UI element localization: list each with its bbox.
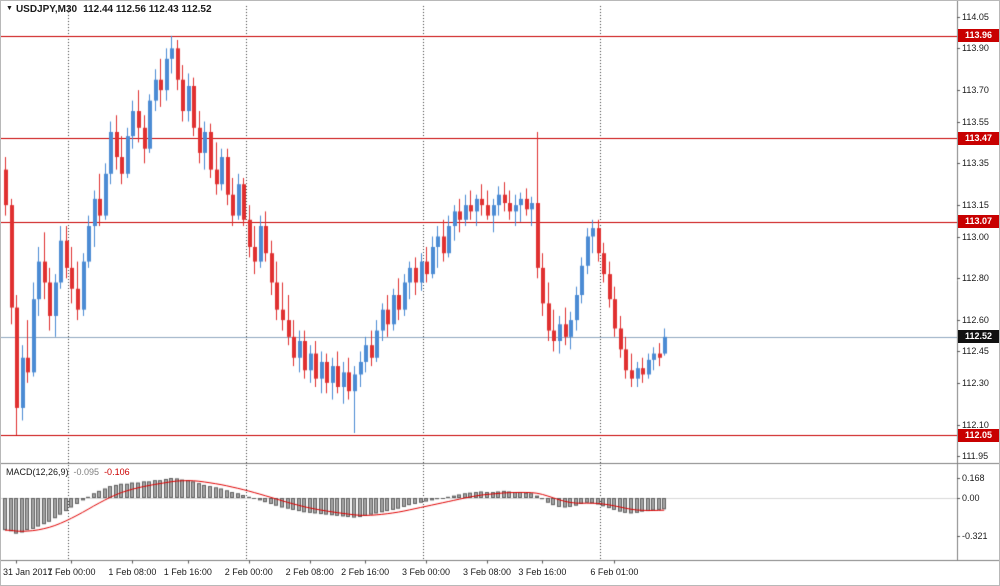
macd-axis-label: 0.168 (962, 473, 985, 483)
symbol-marker-icon: ▼ (6, 5, 13, 12)
price-axis-label: 112.30 (962, 377, 989, 388)
hline-price-flag[interactable]: 113.47 (958, 131, 999, 145)
time-axis-label: 2 Feb 00:00 (224, 567, 273, 577)
macd-name: MACD(12,26,9) (6, 467, 69, 477)
macd-indicator-label: MACD(12,26,9) -0.095 -0.106 (6, 467, 130, 477)
macd-axis-label: -0.321 (962, 531, 988, 542)
price-axis-label: 113.90 (962, 43, 989, 54)
current-price-flag: 112.52 (958, 330, 999, 344)
time-axis-label: 1 Feb 00:00 (47, 567, 96, 577)
hline-price-flag[interactable]: 113.96 (958, 29, 999, 43)
time-axis-label: 1 Feb 16:00 (163, 567, 212, 577)
time-axis-label: 2 Feb 08:00 (285, 567, 334, 577)
time-axis-label: 3 Feb 16:00 (518, 567, 567, 577)
macd-main-value: -0.095 (73, 467, 100, 477)
price-axis-label: 112.80 (962, 273, 989, 284)
price-axis-label: 113.00 (962, 231, 989, 242)
price-axis-label: 113.15 (962, 200, 989, 211)
time-axis-label: 2 Feb 16:00 (341, 567, 390, 577)
price-axis-label: 113.70 (962, 85, 989, 96)
price-axis-label: 112.60 (962, 315, 989, 326)
time-axis-label: 3 Feb 08:00 (462, 567, 511, 577)
time-axis-label: 3 Feb 00:00 (402, 567, 451, 577)
hline-price-flag[interactable]: 112.05 (958, 428, 999, 442)
hline-price-flag[interactable]: 113.07 (958, 215, 999, 229)
price-axis-label: 113.35 (962, 158, 989, 169)
price-axis-label: 113.55 (962, 116, 989, 127)
symbol-period-label: USDJPY,M30 (15, 4, 78, 15)
price-axis-label: 111.95 (962, 451, 989, 461)
price-axis-label: 112.10 (962, 419, 989, 430)
time-axis-label: 31 Jan 2017 (3, 567, 53, 577)
ohlc-values: 112.44 112.56 112.43 112.52 (83, 4, 212, 15)
price-axis-label: 112.45 (962, 346, 989, 357)
price-axis-label: 114.05 (962, 12, 989, 22)
time-axis-label: 1 Feb 08:00 (108, 567, 157, 577)
time-axis-label: 6 Feb 01:00 (590, 567, 639, 577)
chart-title: ▼ USDJPY,M30 112.44 112.56 112.43 112.52 (6, 4, 212, 15)
macd-signal-value: -0.106 (104, 467, 130, 477)
macd-axis-label: 0.00 (962, 493, 980, 503)
